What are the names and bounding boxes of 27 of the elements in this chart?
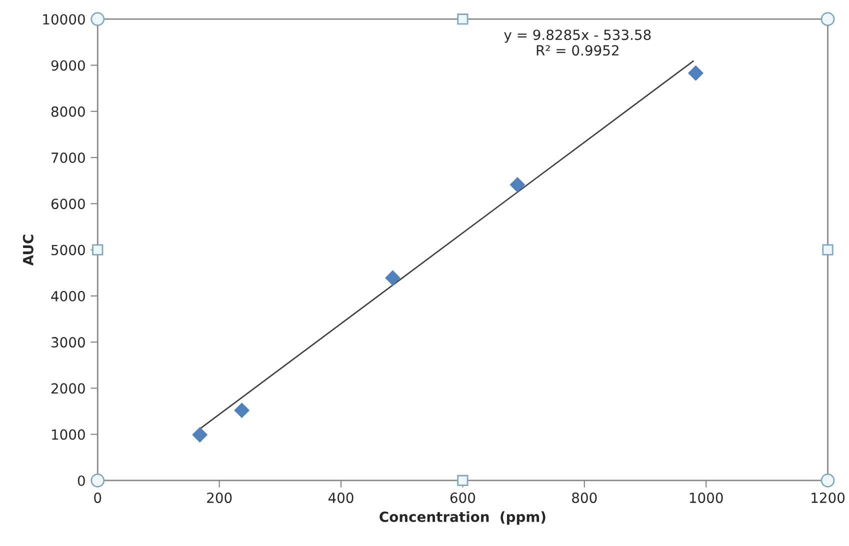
y-tick-label: 4000 bbox=[51, 290, 85, 302]
x-tick-label: 200 bbox=[207, 492, 232, 504]
x-tick-label: 600 bbox=[450, 492, 476, 504]
point bbox=[192, 427, 208, 442]
y-tick-label: 3000 bbox=[52, 337, 85, 348]
x-tick-label: 800 bbox=[572, 492, 597, 504]
x-tick-label: 1000 bbox=[690, 492, 723, 504]
y-tick-label: 8000 bbox=[51, 106, 85, 117]
y-tick-label: 9000 bbox=[51, 60, 85, 71]
x-tick-label: 400 bbox=[328, 492, 354, 504]
y-axis-title: AUC bbox=[22, 234, 34, 266]
point bbox=[510, 177, 526, 192]
y-tick-label: 10000 bbox=[43, 14, 85, 25]
x-axis-title: Concentration (ppm) bbox=[380, 511, 546, 525]
point bbox=[234, 402, 250, 418]
y-tick-label: 7000 bbox=[52, 152, 85, 163]
y-tick-label: 0 bbox=[78, 475, 85, 486]
y-tick-label: 6000 bbox=[51, 198, 85, 210]
y-tick-label: 2000 bbox=[52, 383, 85, 394]
point bbox=[688, 65, 704, 81]
annotation: R² = 0.9952 bbox=[536, 45, 618, 56]
point bbox=[385, 270, 400, 286]
x-tick-label: 0 bbox=[94, 492, 102, 504]
annotation: y = 9.8285x - 533.58 bbox=[504, 30, 651, 43]
y-tick-label: 1000 bbox=[52, 429, 85, 440]
x-tick-label: 1200 bbox=[812, 492, 845, 504]
y-tick-label: 5000 bbox=[52, 244, 85, 256]
